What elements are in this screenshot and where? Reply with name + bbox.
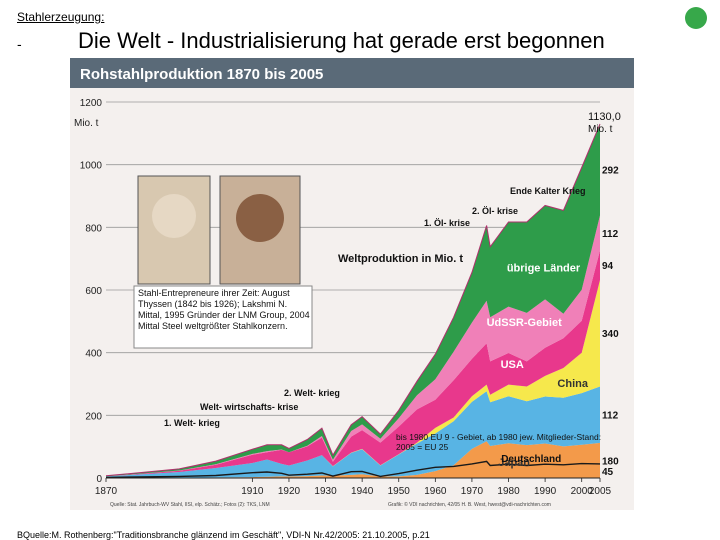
oil2-label: 2. Öl- krise bbox=[472, 206, 518, 216]
x-tick-label: 1940 bbox=[351, 486, 374, 497]
y-tick-label: 0 bbox=[96, 474, 102, 485]
series-label-udssr: UdSSR-Gebiet bbox=[487, 317, 563, 329]
series-label-uebrige: übrige Länder bbox=[507, 262, 581, 274]
oil1-label: 1. Öl- krise bbox=[424, 218, 470, 228]
y-axis-unit: Mio. t bbox=[74, 118, 99, 129]
entrepreneur-caption-box bbox=[133, 285, 313, 349]
y-tick-label: 1000 bbox=[80, 161, 103, 172]
crisis-label: Welt- wirtschafts- krise bbox=[200, 402, 298, 412]
bullet-dash: - bbox=[17, 36, 22, 52]
grafik-text: Grafik: © VDI nachrichten, 42/05 H. B. W… bbox=[388, 501, 551, 508]
x-tick-label: 1990 bbox=[534, 486, 557, 497]
y-tick-label: 400 bbox=[85, 349, 102, 360]
area-usa bbox=[106, 250, 600, 477]
chart-title: Rohstahlproduktion 1870 bis 2005 bbox=[80, 66, 323, 83]
x-tick-label: 1910 bbox=[241, 486, 264, 497]
x-tick-label: 1930 bbox=[314, 486, 337, 497]
area-udssr bbox=[106, 215, 600, 477]
series-label-china: China bbox=[557, 378, 588, 390]
status-dot-icon bbox=[685, 7, 707, 29]
y-tick-label: 1200 bbox=[80, 98, 103, 109]
x-tick-label: 1920 bbox=[278, 486, 301, 497]
value-label-2005: 292 bbox=[602, 166, 619, 177]
ww1-label: 1. Welt- krieg bbox=[164, 418, 220, 428]
eu-note-fo: bis 1980 EU 9 - Gebiet, ab 1980 jew. Mit… bbox=[396, 432, 602, 452]
area-uebrige bbox=[106, 123, 600, 477]
series-label-usa: USA bbox=[501, 359, 524, 371]
entrepreneur-caption: Stahl-Entrepreneure ihrer Zeit: August T… bbox=[138, 288, 310, 331]
value-label-2005: 94 bbox=[602, 261, 614, 272]
value-label-2005: 45 bbox=[602, 467, 614, 478]
eu-note: bis 1980 EU 9 - Gebiet, ab 1980 jew. Mit… bbox=[396, 432, 602, 452]
x-tick-label: 1950 bbox=[388, 486, 411, 497]
top-value-label: 1130,0 bbox=[588, 111, 621, 123]
ww2-label: 2. Welt- krieg bbox=[284, 388, 340, 398]
y-tick-label: 800 bbox=[85, 223, 102, 234]
photo-mittal-face bbox=[236, 194, 284, 242]
photo-thyssen-face bbox=[152, 194, 196, 238]
value-label-2005: 340 bbox=[602, 329, 619, 340]
y-tick-label: 200 bbox=[85, 411, 102, 422]
top-unit-label: Mio. t bbox=[588, 124, 613, 135]
entrepreneur-caption-fo: Stahl-Entrepreneure ihrer Zeit: August T… bbox=[138, 288, 310, 331]
world-production-label: Weltproduktion in Mio. t bbox=[338, 253, 463, 265]
slide-title: Die Welt - Industrialisierung hat gerade… bbox=[78, 28, 605, 53]
chart-svg: Rohstahlproduktion 1870 bis 2005 0 200 400… bbox=[70, 58, 634, 510]
source-note: BQuelle:M. Rothenberg:"Traditionsbranche… bbox=[17, 530, 430, 540]
series-label-deutschland: Deutschland bbox=[501, 454, 561, 465]
coldwar-label: Ende Kalter Krieg bbox=[510, 186, 586, 196]
value-label-2005: 180 bbox=[602, 456, 619, 467]
x-tick-label: 1980 bbox=[497, 486, 520, 497]
x-tick-label: 1960 bbox=[424, 486, 447, 497]
steel-chart: Rohstahlproduktion 1870 bis 2005 0 200 400… bbox=[70, 58, 634, 510]
line-deutschland bbox=[105, 460, 601, 479]
x-tick-label: 1870 bbox=[95, 486, 118, 497]
x-tick-label: 2000 bbox=[571, 486, 594, 497]
area-japan bbox=[106, 441, 600, 478]
y-tick-label: 600 bbox=[85, 286, 102, 297]
value-label-2005: 112 bbox=[602, 229, 619, 240]
section-label: Stahlerzeugung: bbox=[17, 10, 105, 24]
value-label-2005: 112 bbox=[602, 411, 619, 422]
x-tick-label: 1970 bbox=[461, 486, 484, 497]
series-label-japan: Japan bbox=[498, 457, 530, 469]
area-eu25 bbox=[106, 386, 600, 478]
line-world-total bbox=[105, 123, 601, 477]
chart-title-bar bbox=[70, 58, 634, 88]
x-tick-label: 2005 bbox=[589, 486, 612, 497]
credits-text: Quelle: Stat. Jahrbuch-WV Stahl, IISI, e… bbox=[110, 502, 270, 508]
